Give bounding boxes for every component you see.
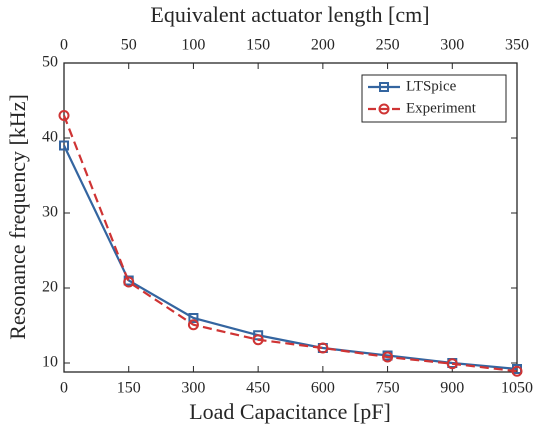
x-tick-label: 150 — [117, 380, 141, 397]
x2-tick-label: 50 — [121, 37, 137, 54]
top-axis-label: Equivalent actuator length [cm] — [150, 2, 429, 27]
x2-tick-label: 150 — [246, 37, 270, 54]
data-point — [58, 110, 70, 121]
series-line — [62, 115, 518, 373]
data-point — [123, 276, 135, 288]
x-tick-label: 300 — [181, 380, 205, 397]
y-tick-label: 30 — [42, 204, 58, 221]
x-tick-label: 900 — [440, 380, 464, 397]
x2-tick-label: 100 — [181, 37, 205, 54]
data-point — [317, 342, 329, 354]
x-tick-label: 750 — [376, 380, 400, 397]
y-axis-label: Resonance frequency [kHz] — [5, 94, 30, 340]
y-tick-label: 10 — [42, 354, 58, 371]
x2-tick-label: 350 — [505, 37, 529, 54]
data-point — [188, 313, 199, 323]
series-line — [63, 145, 518, 371]
x-tick-label: 0 — [60, 380, 68, 397]
x-tick-label: 450 — [246, 380, 270, 397]
x2-tick-label: 200 — [311, 37, 335, 54]
legend-label: Experiment — [406, 100, 477, 116]
y-tick-label: 50 — [42, 54, 58, 71]
x2-tick-label: 300 — [440, 37, 464, 54]
y-tick-label: 40 — [42, 129, 58, 146]
legend-marker — [379, 82, 389, 92]
data-point — [382, 351, 394, 363]
x-axis-label: Load Capacitance [pF] — [189, 399, 391, 424]
x-tick-label: 1050 — [501, 380, 533, 397]
y-tick-label: 20 — [42, 279, 58, 296]
x-tick-label: 600 — [311, 380, 335, 397]
data-point — [59, 140, 69, 151]
data-point — [187, 319, 199, 331]
x2-tick-label: 250 — [376, 37, 400, 54]
x2-tick-label: 0 — [60, 37, 68, 54]
legend-label: LTSpice — [406, 78, 457, 94]
data-point — [511, 365, 523, 377]
plot-frame — [63, 62, 518, 373]
legend-marker — [378, 103, 390, 115]
data-point — [252, 334, 264, 346]
data-point — [446, 358, 458, 370]
